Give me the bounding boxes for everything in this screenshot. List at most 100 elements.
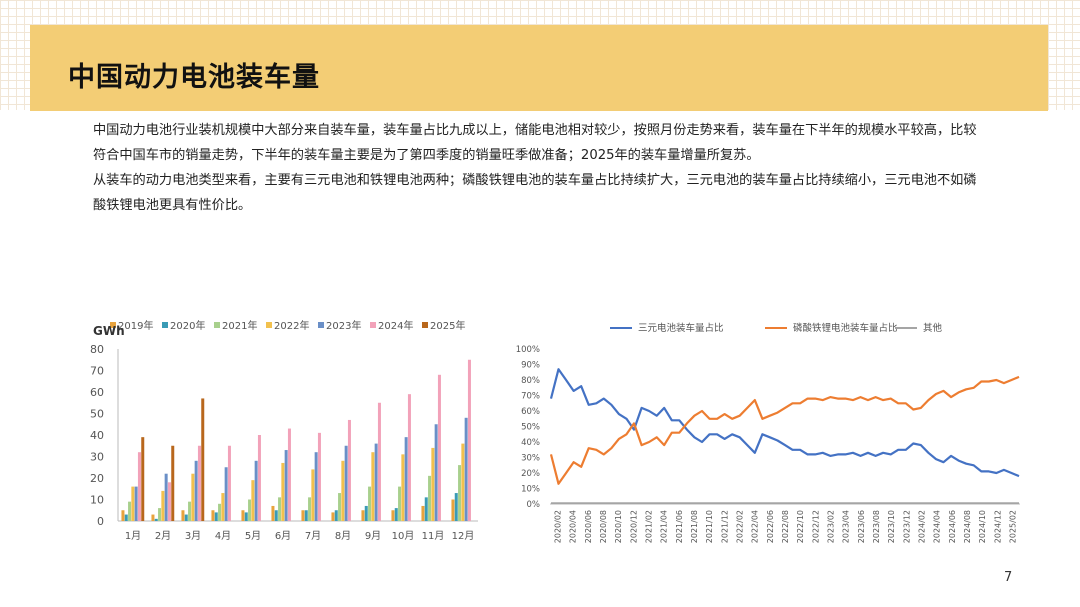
- bar-2019年-3月: [181, 510, 185, 521]
- bar-2023年-11月: [434, 424, 438, 521]
- bar-2025年-2月: [171, 445, 175, 521]
- bar-2021年-3月: [188, 501, 192, 521]
- bar-2024年-8月: [347, 419, 351, 521]
- bar-2019年-4月: [211, 510, 215, 521]
- y-tick-label: 70%: [521, 392, 540, 402]
- battery-share-line-chart: 三元电池装车量占比 磷酸铁锂电池装车量占比 其他 0% 10% 20% 30% 40% 50% 6…: [516, 322, 1020, 543]
- x-tick-label: 4月: [215, 530, 231, 542]
- bar-2019年-10月: [391, 510, 395, 521]
- x-tick-label: 2022/06: [766, 510, 775, 543]
- y-tick-label: 60: [90, 386, 104, 399]
- series-line-磷酸铁锂电池装车量占比: [549, 375, 1020, 485]
- x-tick-label: 11月: [422, 530, 445, 542]
- bar-2019年-9月: [361, 510, 365, 521]
- bar-2019年-6月: [271, 505, 275, 521]
- series-line-三元电池装车量占比: [549, 368, 1020, 478]
- bar-2024年-4月: [227, 445, 231, 521]
- y-tick-label: 20: [90, 472, 104, 485]
- y-tick-label: 60%: [521, 407, 540, 417]
- x-tick-label: 2024/04: [933, 510, 942, 543]
- legend-label-2024年: 2024年: [378, 319, 413, 332]
- y-tick-label: 30%: [521, 454, 540, 464]
- x-tick-label: 10月: [392, 530, 415, 542]
- bar-2020年-2月: [154, 518, 158, 521]
- x-tick-label: 2020/02: [554, 510, 563, 543]
- bar-2023年-8月: [344, 445, 348, 521]
- bar-2020年-5月: [244, 512, 248, 521]
- x-tick-label: 3月: [185, 530, 201, 542]
- y-tick-label: 40: [90, 429, 104, 442]
- x-tick-label: 2020/04: [569, 510, 578, 543]
- bar-2019年-11月: [421, 505, 425, 521]
- x-tick-label: 2024/10: [978, 510, 987, 543]
- x-tick-label: 9月: [365, 530, 381, 542]
- bar-2019年-2月: [151, 514, 155, 521]
- legend-label-2021年: 2021年: [222, 319, 257, 332]
- bar-2025年-3月: [201, 398, 205, 521]
- legend-label-三元电池装车量占比: 三元电池装车量占比: [638, 322, 724, 334]
- bar-2019年-7月: [301, 510, 305, 521]
- x-tick-label: 2022/12: [811, 510, 820, 543]
- bar-2023年-2月: [164, 473, 168, 521]
- bar-2020年-8月: [334, 510, 338, 521]
- bar-2024年-5月: [257, 435, 261, 521]
- page-number: 7: [1004, 570, 1013, 585]
- bar-2019年-8月: [331, 512, 335, 521]
- y-tick-label: 80: [90, 343, 104, 356]
- bar-2020年-11月: [424, 497, 428, 521]
- bar-2022年-11月: [431, 447, 435, 521]
- bar-2022年-3月: [191, 473, 195, 521]
- y-tick-label: 30: [90, 451, 104, 464]
- bar-2023年-4月: [224, 467, 228, 521]
- bar-2024年-7月: [317, 432, 321, 521]
- x-tick-label: 5月: [245, 530, 261, 542]
- legend-label-其他: 其他: [923, 322, 943, 334]
- monthly-volume-bar-chart: 2019年 2020年 2021年 2022年 2023年 2024年 2025年 GWh 0 1…: [90, 319, 478, 542]
- legend-swatch-2022年: [266, 322, 272, 328]
- x-tick-label: 2022/10: [796, 510, 805, 543]
- bar-2024年-2月: [167, 482, 171, 521]
- y-tick-label: 50%: [521, 423, 540, 433]
- bar-2024年-1月: [137, 452, 141, 521]
- y-tick-label: 50: [90, 408, 104, 421]
- bar-2020年-9月: [364, 505, 368, 521]
- x-tick-label: 2024/08: [963, 510, 972, 543]
- x-tick-label: 1月: [125, 530, 141, 542]
- x-tick-label: 2024/12: [993, 510, 1002, 543]
- bar-2021年-5月: [248, 499, 252, 521]
- bar-2020年-6月: [274, 510, 278, 521]
- bar-2022年-9月: [371, 452, 375, 521]
- bar-2020年-3月: [184, 514, 188, 521]
- legend-label-2025年: 2025年: [430, 319, 465, 332]
- x-tick-label: 2020/08: [599, 510, 608, 543]
- bar-2024年-6月: [287, 428, 291, 521]
- x-tick-label: 2024/02: [917, 510, 926, 543]
- x-tick-label: 2023/12: [902, 510, 911, 543]
- title-bar: 中国动力电池装车量: [30, 25, 1048, 111]
- bar-2021年-9月: [368, 486, 372, 521]
- x-tick-label: 6月: [275, 530, 291, 542]
- bar-2022年-1月: [131, 486, 135, 521]
- legend-swatch-2023年: [318, 322, 324, 328]
- x-tick-label: 8月: [335, 530, 351, 542]
- y-tick-label: 100%: [516, 345, 540, 355]
- x-tick-label: 2021/02: [645, 510, 654, 543]
- bar-2022年-4月: [221, 493, 225, 521]
- bar-2020年-1月: [124, 514, 128, 521]
- bar-2024年-10月: [407, 394, 411, 521]
- bar-2023年-9月: [374, 443, 378, 521]
- legend-swatch-2025年: [422, 322, 428, 328]
- legend-label-2023年: 2023年: [326, 319, 361, 332]
- bar-2023年-7月: [314, 452, 318, 521]
- x-tick-label: 2023/06: [857, 510, 866, 543]
- x-tick-label: 2020/12: [629, 510, 638, 543]
- description-paragraph-1: 中国动力电池行业装机规模中大部分来自装车量，装车量占比九成以上，储能电池相对较少…: [93, 123, 977, 163]
- x-tick-label: 2022/02: [736, 510, 745, 543]
- bar-2023年-1月: [134, 486, 138, 521]
- y-tick-label: 20%: [521, 469, 540, 479]
- x-tick-label: 2022/04: [751, 510, 760, 543]
- y-tick-label: 40%: [521, 438, 540, 448]
- page-title: 中国动力电池装车量: [68, 62, 320, 93]
- bar-2023年-10月: [404, 437, 408, 521]
- bar-2022年-6月: [281, 462, 285, 521]
